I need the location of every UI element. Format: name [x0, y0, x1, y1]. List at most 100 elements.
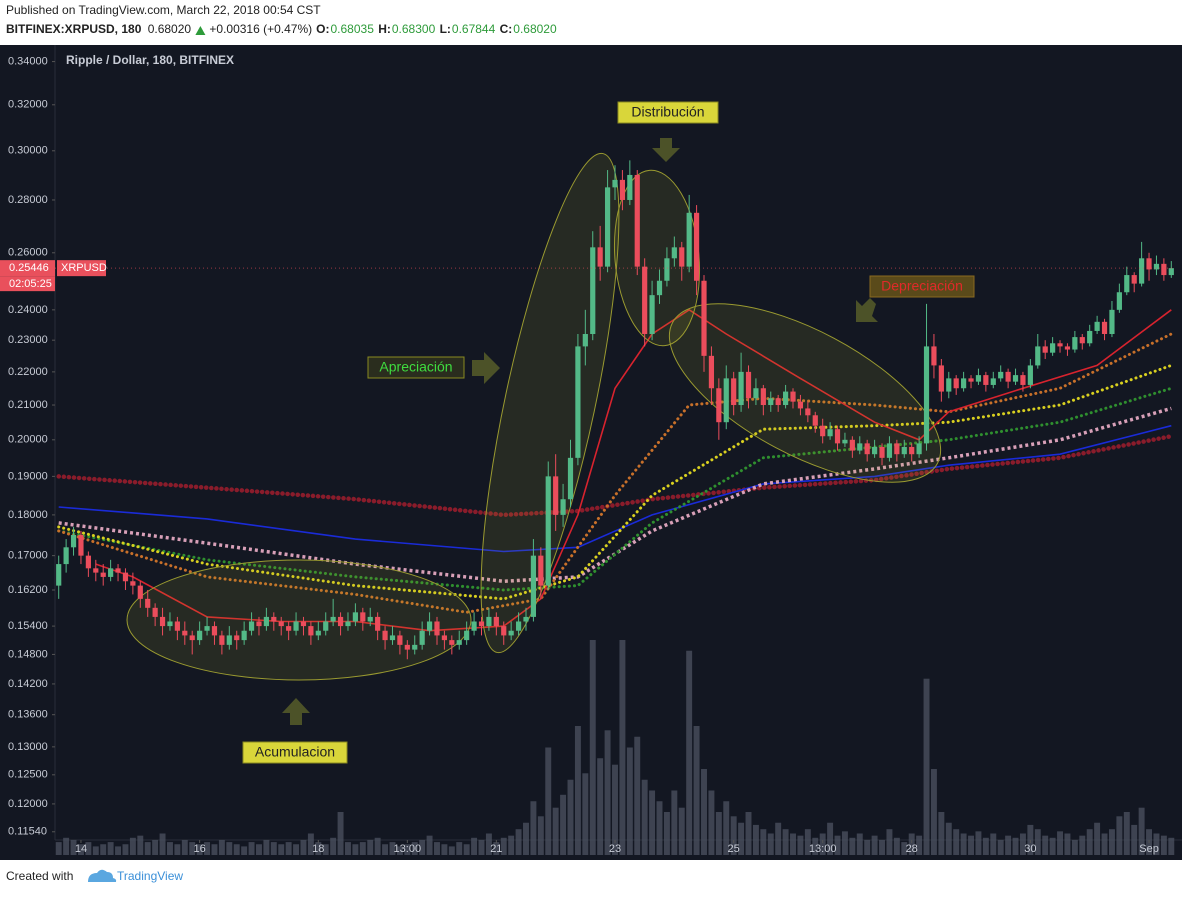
- candle-body: [961, 378, 967, 389]
- volume-bar: [841, 831, 848, 855]
- candle-body: [723, 378, 729, 423]
- y-tick-label: 0.18000: [8, 509, 48, 521]
- x-tick-label: 18: [312, 843, 324, 855]
- volume-bar: [1108, 829, 1115, 855]
- published: Published on TradingView.com, March 22, …: [6, 3, 321, 17]
- volume-bar: [597, 758, 604, 855]
- volume-bar: [1086, 829, 1093, 855]
- volume-bar: [834, 835, 841, 855]
- candle-body: [627, 174, 633, 200]
- y-tick-label: 0.16200: [8, 584, 48, 596]
- ohlc-value: 0.68300: [392, 22, 436, 36]
- volume-bar: [55, 842, 62, 855]
- candle-body: [1035, 346, 1041, 366]
- x-tick-label: 21: [490, 843, 502, 855]
- volume-bar: [589, 640, 596, 855]
- y-tick-label: 0.15400: [8, 620, 48, 632]
- volume-bar: [537, 816, 544, 855]
- ohlc-value: 0.67844: [452, 22, 496, 36]
- volume-bar: [1027, 824, 1034, 855]
- y-tick-label: 0.13000: [8, 741, 48, 753]
- candle-body: [278, 621, 284, 627]
- header-bg: [0, 0, 1182, 45]
- volume-bar: [797, 835, 804, 855]
- candle-body: [100, 572, 106, 577]
- volume-bar: [515, 829, 522, 855]
- volume-bar: [122, 844, 129, 855]
- volume-bar: [70, 839, 77, 855]
- volume-bar: [322, 844, 329, 855]
- y-tick-label: 0.26000: [8, 247, 48, 259]
- volume-bar: [1064, 833, 1071, 855]
- volume-bar: [953, 829, 960, 855]
- volume-bar: [1094, 822, 1101, 855]
- volume-bar: [864, 839, 871, 855]
- volume-bar: [1079, 835, 1086, 855]
- candle-body: [1042, 346, 1048, 353]
- volume-bar: [478, 839, 485, 855]
- candle-body: [738, 371, 744, 406]
- volume-bar: [404, 844, 411, 855]
- volume-bar: [374, 837, 381, 855]
- ohlc-value: 0.68020: [513, 22, 557, 36]
- volume-bar: [493, 842, 500, 855]
- volume-bar: [530, 801, 537, 855]
- volume-bar: [849, 837, 856, 855]
- volume-bar: [1168, 837, 1175, 855]
- candle-body: [1109, 309, 1115, 335]
- candle-body: [538, 555, 544, 586]
- x-tick-label: Sep: [1139, 843, 1159, 855]
- volume-bar: [389, 842, 396, 855]
- candle-body: [671, 247, 677, 259]
- candle-body: [886, 443, 893, 458]
- candle-body: [93, 568, 99, 573]
- volume-bar: [63, 837, 70, 855]
- volume-bar: [115, 846, 122, 855]
- volume-bar: [367, 839, 374, 855]
- y-tick-label: 0.11540: [8, 826, 47, 838]
- volume-bar: [315, 842, 322, 855]
- volume-bar: [775, 822, 782, 855]
- volume-bar: [819, 833, 826, 855]
- volume-bar: [144, 842, 151, 855]
- volume-bar: [1019, 833, 1026, 855]
- zone-ellipse: [480, 152, 620, 654]
- volume-bar: [100, 844, 107, 855]
- volume-bar: [1123, 812, 1130, 855]
- candle-body: [1131, 275, 1137, 284]
- candle-body: [256, 621, 262, 627]
- volume-bar: [923, 678, 930, 855]
- volume-bar: [545, 747, 552, 855]
- y-tick-label: 0.28000: [8, 194, 48, 206]
- volume-bar: [441, 844, 448, 855]
- volume-bar: [804, 829, 811, 855]
- volume-bar: [293, 844, 300, 855]
- arrow-up: [282, 698, 310, 725]
- candle-body: [382, 630, 388, 641]
- annotation-box: [367, 356, 465, 379]
- y-tick-label: 0.30000: [8, 145, 48, 157]
- candle-body: [923, 346, 930, 444]
- volume-bar: [129, 837, 136, 855]
- y-tick-label: 0.34000: [8, 55, 48, 67]
- volume-bar: [678, 807, 685, 855]
- volume-bar: [181, 839, 188, 855]
- candle-body: [946, 378, 952, 392]
- moving-averages: [56, 308, 1174, 632]
- volume-bar: [782, 829, 789, 855]
- volume-bar: [107, 842, 114, 855]
- candle-body: [990, 378, 996, 385]
- candle-body: [708, 355, 715, 389]
- volume-bar: [1042, 835, 1049, 855]
- candle-body: [449, 640, 455, 645]
- volume-bar: [92, 846, 99, 855]
- candle-body: [1072, 337, 1078, 350]
- candle-body: [1116, 292, 1122, 310]
- candle-body: [1153, 263, 1160, 270]
- candle-body: [619, 179, 626, 200]
- y-tick-label: 0.20000: [8, 434, 48, 446]
- candle-body: [434, 621, 440, 636]
- candle-body: [716, 388, 722, 423]
- candle-body: [768, 398, 774, 406]
- candle-body: [412, 644, 418, 650]
